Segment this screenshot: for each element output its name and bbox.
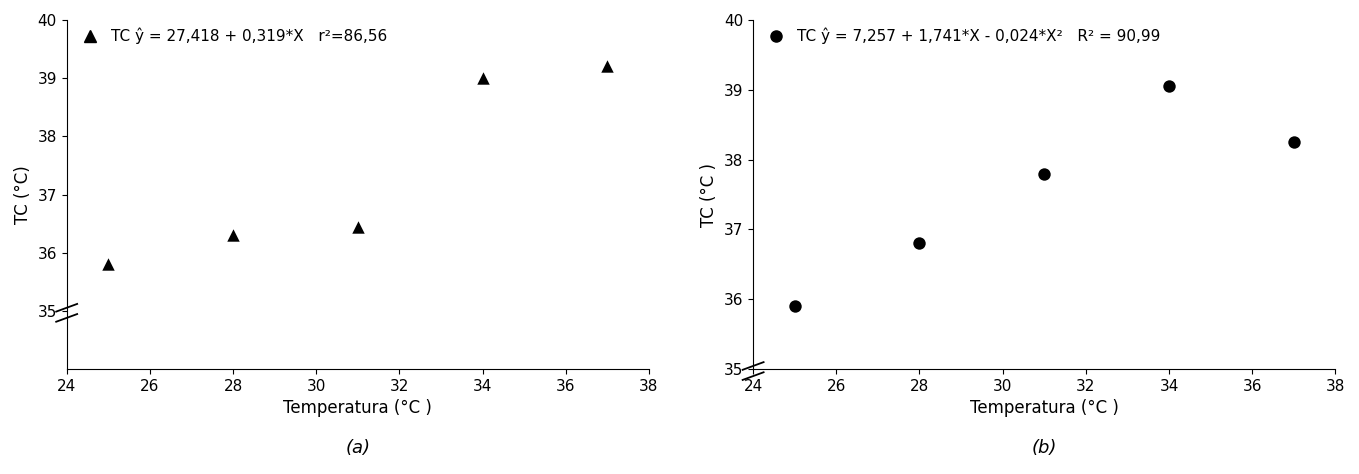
Y-axis label: TC (°C): TC (°C)	[14, 165, 31, 224]
Legend: TC ŷ = 7,257 + 1,741*X - 0,024*X²   R² = 90,99: TC ŷ = 7,257 + 1,741*X - 0,024*X² R² = 9…	[758, 25, 1163, 47]
X-axis label: Temperatura (°C ): Temperatura (°C )	[284, 400, 432, 418]
Point	[98, 261, 120, 268]
Point	[1158, 82, 1180, 90]
Point	[784, 302, 806, 310]
Text: (a): (a)	[345, 439, 370, 457]
Point	[597, 63, 618, 70]
Point	[1033, 170, 1055, 177]
Point	[222, 231, 243, 239]
Legend: TC ŷ = 27,418 + 0,319*X   r²=86,56: TC ŷ = 27,418 + 0,319*X r²=86,56	[71, 25, 390, 47]
Point	[1283, 138, 1305, 146]
Point	[347, 223, 368, 230]
X-axis label: Temperatura (°C ): Temperatura (°C )	[970, 400, 1118, 418]
Point	[909, 239, 931, 247]
Point	[472, 74, 493, 82]
Text: (b): (b)	[1031, 439, 1057, 457]
Y-axis label: TC (°C ): TC (°C )	[700, 163, 719, 227]
